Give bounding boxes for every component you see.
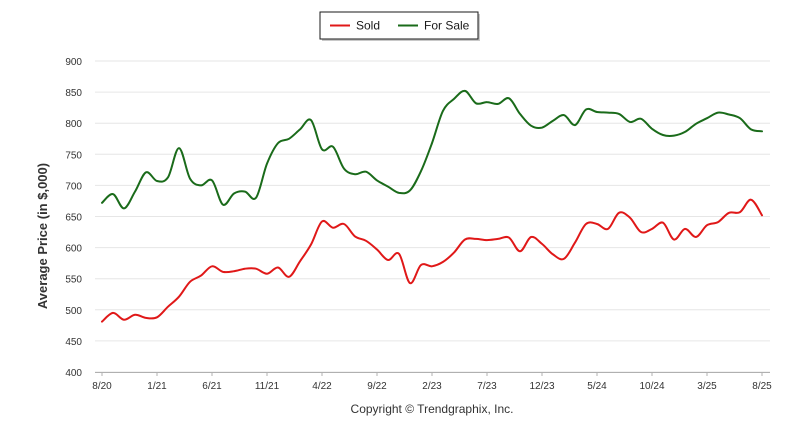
x-tick-label: 1/21 <box>147 381 167 392</box>
legend-label-for-sale[interactable]: For Sale <box>424 19 470 33</box>
y-tick-label: 400 <box>65 368 82 379</box>
y-tick-label: 900 <box>65 57 82 68</box>
x-tick-label: 8/20 <box>92 381 112 392</box>
x-tick-label: 5/24 <box>587 381 607 392</box>
y-tick-label: 500 <box>65 306 82 317</box>
y-tick-label: 800 <box>65 119 82 130</box>
series-line-for-sale <box>101 89 763 210</box>
legend[interactable]: Sold For Sale <box>319 11 480 41</box>
y-tick-label: 700 <box>65 181 82 192</box>
x-tick-label: 6/21 <box>202 381 222 392</box>
y-tick-label: 600 <box>65 244 82 255</box>
y-tick-label: 850 <box>65 88 82 99</box>
x-tick-label: 2/23 <box>422 381 442 392</box>
x-tick-label: 4/22 <box>312 381 332 392</box>
x-tick-label: 10/24 <box>639 381 664 392</box>
x-tick-label: 11/21 <box>255 381 280 392</box>
y-axis-title: Average Price (in $,000) <box>35 163 50 309</box>
y-tick-label: 750 <box>65 150 82 161</box>
x-tick-label: 9/22 <box>367 381 387 392</box>
y-tick-label: 550 <box>65 275 82 286</box>
y-tick-label: 450 <box>65 337 82 348</box>
x-tick-label: 8/25 <box>752 381 772 392</box>
series-layer <box>101 89 763 323</box>
legend-label-sold[interactable]: Sold <box>356 19 380 33</box>
copyright-footer: Copyright © Trendgraphix, Inc. <box>351 402 514 416</box>
grid-layer <box>95 60 770 373</box>
x-tick-label: 3/25 <box>697 381 717 392</box>
y-tick-label: 650 <box>65 213 82 224</box>
series-line-sold <box>101 198 763 323</box>
axis-layer: 400 450 500 550 600 650 700 750 800 850 900 8/20 1/2… <box>65 57 772 392</box>
x-tick-label: 12/23 <box>529 381 554 392</box>
x-tick-label: 7/23 <box>477 381 497 392</box>
